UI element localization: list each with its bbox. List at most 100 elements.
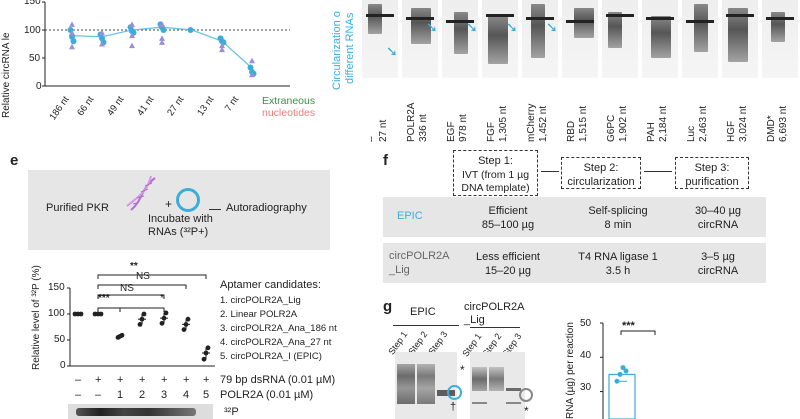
step-2-box: Step 2: circularization <box>561 157 641 189</box>
circrna-icon <box>176 188 200 212</box>
significance-bracket <box>97 284 187 289</box>
data-point <box>617 371 623 377</box>
autorad-gel <box>68 404 213 419</box>
data-point-triangle <box>249 57 255 64</box>
epic-c1: Efficient 85–100 µg <box>481 205 535 231</box>
g-y-label: RNA (µg) per reaction <box>565 322 576 419</box>
gel-lane <box>642 0 678 78</box>
data-point <box>203 350 209 356</box>
condition-mark: – <box>95 389 102 401</box>
gel-lane-label: G6PC 1,902 nt <box>606 105 629 142</box>
data-point <box>78 311 84 317</box>
gel-lane-label: –27 nt <box>366 119 389 142</box>
data-point-triangle <box>129 42 135 49</box>
data-point <box>141 311 147 317</box>
gel-y-label-1: Circularization o <box>331 11 343 90</box>
gel-lane-label: RBD 1,515 nt <box>566 105 589 142</box>
data-point-triangle <box>69 29 75 36</box>
condition-mark: + <box>95 374 102 386</box>
star-mark: * <box>460 363 465 377</box>
lig-gel-title-a: circPOLR2A <box>464 301 525 313</box>
p32-label: ³²P <box>224 406 239 418</box>
arrow-icon: ➘ <box>386 43 398 59</box>
arrow-icon: ➘ <box>546 19 558 35</box>
dsrna-label: 79 bp dsRNA (0.01 µM) <box>220 374 336 386</box>
lig-gel-title-b: _Lig <box>464 314 485 326</box>
lig-c2: T4 RNA ligase 1 3.5 h <box>578 251 658 277</box>
data-point-triangle <box>69 43 75 50</box>
gel-lane-label: FGF 1,305 nt <box>486 105 509 142</box>
aptamer-item: 3. circPOLR2A_Ana_186 nt <box>220 323 337 334</box>
condition-mark: 2 <box>139 389 146 401</box>
step-3-body: purification <box>685 175 739 188</box>
arrow-icon: ➘ <box>466 19 478 35</box>
sig-label: *** <box>98 293 110 304</box>
data-point <box>614 378 620 384</box>
aptamer-item: 4. circPOLR2A_Ana_27 nt <box>220 337 332 348</box>
sig-label: NS <box>120 283 134 294</box>
y-tick: 50 <box>29 53 41 64</box>
gel-row: ➘ –27 nt ➘ POLR2A 336 nt ➘ EGF 978 nt ➘ FGF 1,305 … <box>362 0 800 145</box>
polr2a-label: POLR2A (0.01 µM) <box>220 389 314 401</box>
aptamer-item: 1. circPOLR2A_Lig <box>220 295 301 306</box>
gel-lane <box>482 0 518 78</box>
gel-lane-label: HGF 3,024 nt <box>726 105 749 142</box>
data-point <box>161 315 167 321</box>
aptamer-title: Aptamer candidates: <box>220 279 321 291</box>
significance-bracket <box>97 294 165 299</box>
significance-bracket <box>97 307 121 312</box>
top-left-plot <box>42 1 290 87</box>
dsrna-icon <box>126 175 156 211</box>
underline <box>393 325 459 326</box>
underline <box>470 327 520 328</box>
polr2a-row: – – 1 2 3 4 5 <box>0 390 330 402</box>
plus-sign: + <box>165 197 173 211</box>
condition-mark: 3 <box>161 389 168 401</box>
data-point <box>119 332 125 338</box>
circrna-icon-gray <box>519 388 533 402</box>
data-point-triangle <box>249 71 255 78</box>
step-2-title: Step 2: <box>583 162 619 174</box>
condition-mark: + <box>139 374 146 386</box>
purified-pkr: Purified PKR <box>46 202 109 214</box>
data-point <box>139 316 145 322</box>
sig-label: *** <box>622 320 635 332</box>
condition-mark: 5 <box>203 389 210 401</box>
arrow <box>541 171 559 172</box>
epic-row: EPIC Efficient 85–100 µg Self-splicing 8 m… <box>383 197 766 237</box>
gel-lane <box>362 0 398 78</box>
data-point-triangle <box>159 35 165 41</box>
gel-y-label-2: different RNAs <box>344 12 356 84</box>
data-point <box>183 322 189 327</box>
gel-lane-label: Luc 2,463 nt <box>686 105 709 142</box>
epic-name: EPIC <box>397 210 423 222</box>
step-3-title: Step 3: <box>694 162 730 174</box>
gel-lane-label: EGF 978 nt <box>446 114 469 142</box>
gel-lane <box>682 0 718 78</box>
condition-mark: 1 <box>117 389 124 401</box>
y-tick: 100 <box>48 308 65 319</box>
panel-g-plot <box>600 322 656 419</box>
condition-mark: + <box>183 374 190 386</box>
gel-lane <box>442 0 478 78</box>
sig-label: ** <box>130 261 138 272</box>
arrow-icon: ➘ <box>506 19 518 35</box>
gel-lane-label: mCherry 1,452 nt <box>526 103 549 142</box>
data-point <box>623 368 629 374</box>
data-point <box>163 310 169 316</box>
data-point-circle <box>70 38 77 45</box>
data-point <box>205 345 211 351</box>
data-point <box>620 365 626 371</box>
gel-lane <box>722 0 758 78</box>
data-point-triangle <box>69 21 75 27</box>
sig-label: NS <box>136 271 150 282</box>
condition-mark: – <box>75 389 82 401</box>
data-point-triangle <box>219 46 225 53</box>
top-left-chart: Relative circRNA le 150 100 50 0 186 nt … <box>0 0 315 125</box>
dagger-mark: † <box>450 401 457 413</box>
arrow-icon: ➘ <box>426 19 438 35</box>
data-point-triangle <box>99 41 105 47</box>
data-point-triangle <box>129 32 135 39</box>
epic-gel-title: EPIC <box>410 306 436 318</box>
condition-mark: – <box>75 374 82 386</box>
